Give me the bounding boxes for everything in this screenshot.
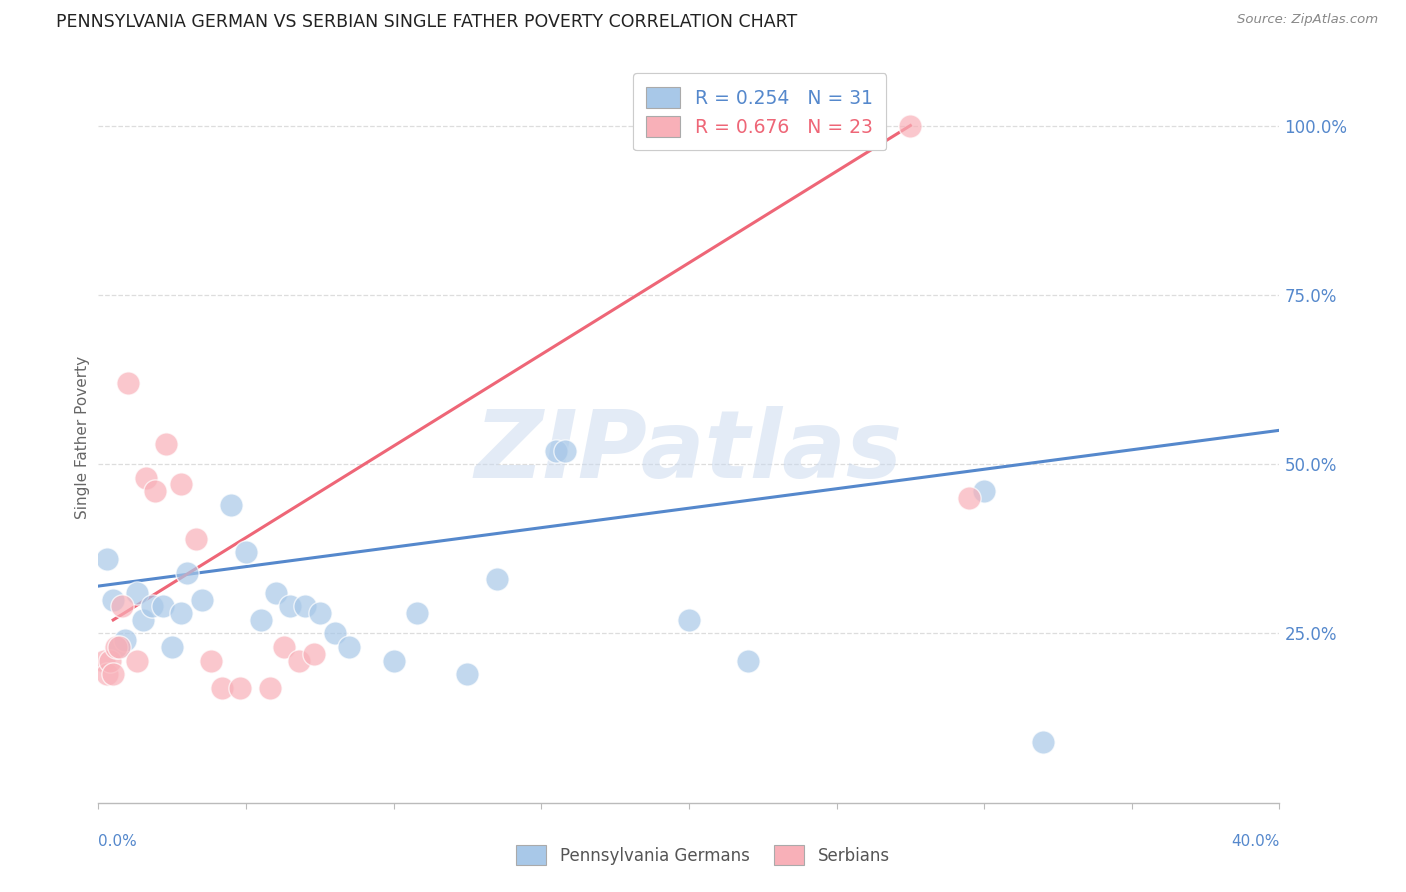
Point bbox=[302, 647, 325, 661]
Text: Source: ZipAtlas.com: Source: ZipAtlas.com bbox=[1237, 13, 1378, 27]
Text: ZIPatlas: ZIPatlas bbox=[475, 406, 903, 498]
Point bbox=[546, 443, 568, 458]
Point bbox=[141, 599, 163, 614]
Point bbox=[200, 654, 222, 668]
Point bbox=[264, 586, 287, 600]
Point bbox=[105, 640, 128, 654]
Point bbox=[229, 681, 252, 695]
Point bbox=[108, 640, 131, 654]
Point bbox=[111, 599, 134, 614]
Point bbox=[323, 626, 346, 640]
Point bbox=[114, 633, 136, 648]
Text: PENNSYLVANIA GERMAN VS SERBIAN SINGLE FATHER POVERTY CORRELATION CHART: PENNSYLVANIA GERMAN VS SERBIAN SINGLE FA… bbox=[56, 13, 797, 31]
Point bbox=[678, 613, 700, 627]
Point bbox=[973, 484, 995, 499]
Point bbox=[93, 654, 115, 668]
Point bbox=[219, 498, 243, 512]
Point bbox=[96, 667, 118, 681]
Point bbox=[117, 376, 139, 390]
Point bbox=[337, 640, 360, 654]
Point bbox=[278, 599, 302, 614]
Point bbox=[184, 532, 207, 546]
Point bbox=[900, 119, 922, 133]
Text: 0.0%: 0.0% bbox=[98, 834, 138, 849]
Point bbox=[103, 667, 125, 681]
Point bbox=[162, 640, 183, 654]
Point bbox=[554, 443, 576, 458]
Point bbox=[96, 552, 118, 566]
Point bbox=[170, 606, 193, 620]
Point bbox=[959, 491, 981, 505]
Y-axis label: Single Father Poverty: Single Father Poverty bbox=[75, 356, 90, 518]
Point bbox=[132, 613, 155, 627]
Point bbox=[152, 599, 174, 614]
Point bbox=[211, 681, 233, 695]
Point bbox=[108, 640, 131, 654]
Point bbox=[98, 654, 121, 668]
Point bbox=[1032, 735, 1054, 749]
Point bbox=[737, 654, 759, 668]
Point bbox=[456, 667, 478, 681]
Point bbox=[486, 572, 509, 586]
Point bbox=[135, 471, 157, 485]
Point bbox=[170, 477, 193, 491]
Point bbox=[125, 586, 148, 600]
Point bbox=[143, 484, 166, 499]
Point bbox=[309, 606, 332, 620]
Point bbox=[103, 592, 125, 607]
Point bbox=[288, 654, 311, 668]
Legend: Pennsylvania Germans, Serbians: Pennsylvania Germans, Serbians bbox=[506, 836, 900, 875]
Point bbox=[294, 599, 316, 614]
Point bbox=[259, 681, 281, 695]
Point bbox=[273, 640, 295, 654]
Point bbox=[125, 654, 148, 668]
Point bbox=[176, 566, 198, 580]
Point bbox=[382, 654, 405, 668]
Point bbox=[235, 545, 257, 559]
Point bbox=[155, 437, 177, 451]
Legend:  R = 0.254   N = 31,  R = 0.676   N = 23: R = 0.254 N = 31, R = 0.676 N = 23 bbox=[633, 73, 887, 151]
Text: 40.0%: 40.0% bbox=[1232, 834, 1279, 849]
Point bbox=[250, 613, 273, 627]
Point bbox=[406, 606, 429, 620]
Point bbox=[191, 592, 214, 607]
